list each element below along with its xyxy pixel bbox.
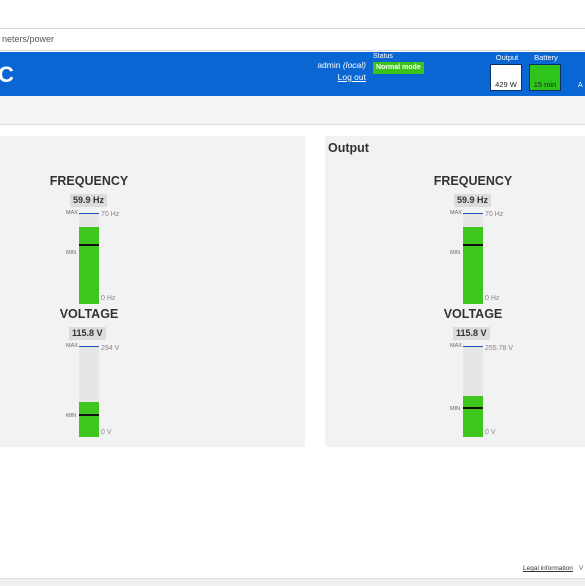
gauge-max-label: 70 Hz xyxy=(101,211,120,218)
version-text: V xyxy=(579,565,584,572)
user-scope: (local) xyxy=(342,60,366,70)
gauge-title: FREQUENCY xyxy=(49,174,129,188)
voltage-gauge: VOLTAGE 115.8 V MAX MIN 294 V 0 V xyxy=(29,307,149,442)
gauge-track xyxy=(79,213,99,304)
brand-logo: C xyxy=(0,62,14,87)
gauge-fill xyxy=(463,396,483,437)
max-tick-label: MAX xyxy=(66,210,78,216)
sub-navigation xyxy=(0,96,585,125)
min-tick-label: MIN xyxy=(450,406,461,412)
battery-widget[interactable]: 15 min xyxy=(529,64,561,91)
gauge-value: 59.9 Hz xyxy=(454,194,492,207)
address-text[interactable]: neters/power xyxy=(2,34,55,44)
gauge-value: 115.8 V xyxy=(453,327,490,340)
browser-tab-strip xyxy=(0,0,585,29)
gauge-fill xyxy=(79,226,99,304)
min-marker xyxy=(463,407,483,410)
max-tick-label: MAX xyxy=(66,343,78,349)
header-edge-text: A xyxy=(578,82,583,89)
battery-label: Battery xyxy=(534,53,558,62)
output-value: 429 W xyxy=(495,80,517,89)
output-label: Output xyxy=(495,53,519,62)
status-badge: Normal mode xyxy=(373,62,424,74)
legal-information-link[interactable]: Legal information xyxy=(523,565,573,572)
max-tick-label: MAX xyxy=(450,343,462,349)
frequency-gauge: FREQUENCY 59.9 Hz MAX MIN 70 Hz 0 Hz xyxy=(29,174,149,304)
output-panel: Output FREQUENCY 59.9 Hz MAX MIN 70 Hz 0… xyxy=(325,136,585,447)
gauge-min-label: 0 Hz xyxy=(101,295,116,302)
gauge-track xyxy=(79,346,99,437)
app-header: C admin (local) Log out Status Normal mo… xyxy=(0,52,585,96)
gauge-fill xyxy=(79,401,99,437)
min-marker xyxy=(79,414,99,417)
footer-bar xyxy=(0,578,585,586)
gauge-fill xyxy=(463,226,483,304)
gauge-title: VOLTAGE xyxy=(443,307,503,321)
min-tick-label: MIN xyxy=(450,250,461,256)
gauge-max-label: 294 V xyxy=(101,345,120,352)
frequency-gauge: FREQUENCY 59.9 Hz MAX MIN 70 Hz 0 Hz xyxy=(413,174,533,304)
gauge-max-label: 255.78 V xyxy=(485,345,514,352)
input-panel: FREQUENCY 59.9 Hz MAX MIN 70 Hz 0 Hz VOL… xyxy=(0,136,305,447)
status-label: Status xyxy=(373,53,393,60)
user-info: admin (local) xyxy=(300,60,366,70)
battery-value: 15 min xyxy=(533,80,557,89)
output-widget[interactable]: 429 W xyxy=(490,64,522,91)
gauge-max-label: 70 Hz xyxy=(485,211,504,218)
gauge-min-label: 0 V xyxy=(101,429,112,436)
voltage-gauge: VOLTAGE 115.8 V MAX MIN 255.78 V 0 V xyxy=(413,307,533,442)
max-tick-label: MAX xyxy=(450,210,462,216)
gauge-min-label: 0 V xyxy=(485,429,496,436)
gauge-track xyxy=(463,346,483,437)
logout-link[interactable]: Log out xyxy=(337,72,366,82)
min-marker xyxy=(463,243,483,246)
gauge-title: FREQUENCY xyxy=(433,174,513,188)
panel-title: Output xyxy=(328,141,369,155)
gauge-track xyxy=(463,213,483,304)
address-bar[interactable]: neters/power xyxy=(0,29,585,51)
min-tick-label: MIN xyxy=(66,413,77,419)
gauge-title: VOLTAGE xyxy=(59,307,119,321)
gauge-min-label: 0 Hz xyxy=(485,295,500,302)
min-marker xyxy=(79,243,99,246)
gauge-value: 59.9 Hz xyxy=(70,194,108,207)
user-name: admin xyxy=(317,60,341,70)
min-tick-label: MIN xyxy=(66,250,77,256)
gauge-value: 115.8 V xyxy=(69,327,106,340)
